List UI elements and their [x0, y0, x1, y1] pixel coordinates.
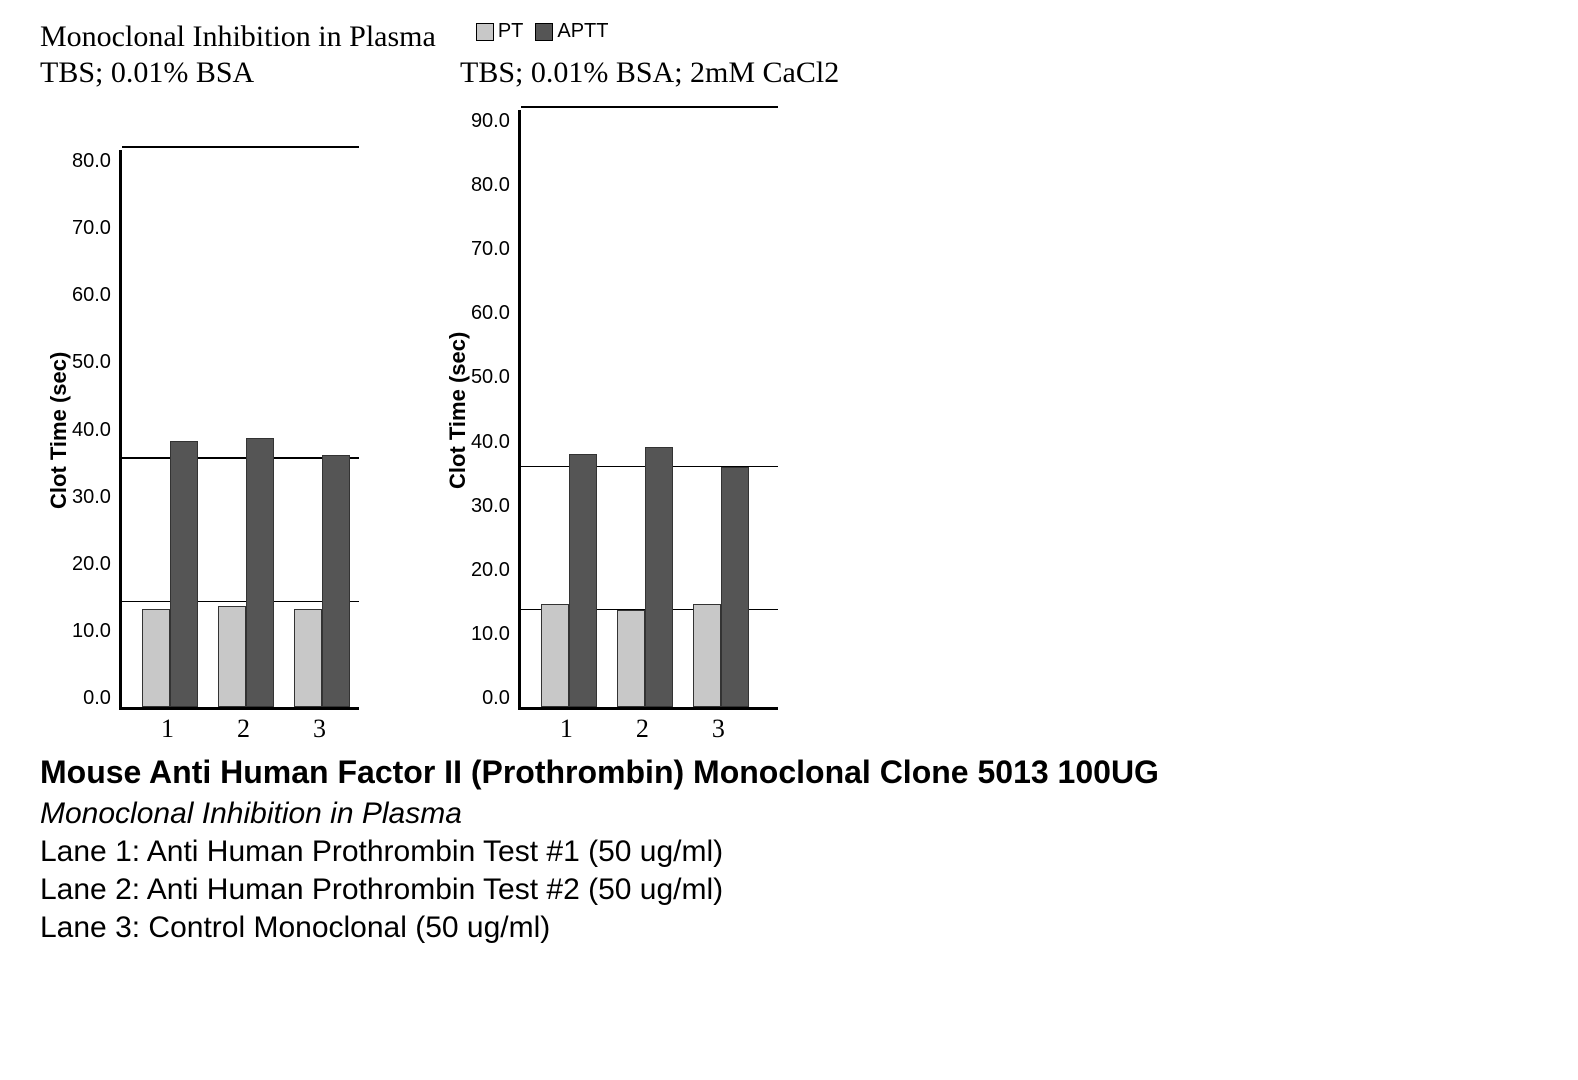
- legend-swatch: [535, 23, 553, 41]
- y-ticks: 80.0 70.0 60.0 50.0 40.0 30.0 20.0 10.0 0.0: [72, 150, 119, 710]
- plot-outer: 1 2 3: [518, 110, 778, 744]
- plot-area: [119, 150, 359, 710]
- figure-title: Monoclonal Inhibition in Plasma: [40, 20, 436, 54]
- y-tick-label: 60.0: [72, 284, 111, 307]
- plot-outer: 1 2 3: [119, 150, 359, 744]
- y-tick-label: 40.0: [471, 431, 510, 454]
- y-tick-label: 90.0: [471, 110, 510, 133]
- y-axis-label: Clot Time (sec): [439, 110, 471, 710]
- y-ticks: 90.0 80.0 70.0 60.0 50.0 40.0 30.0 20.0 10.0 0.0: [471, 110, 518, 710]
- y-tick-label: 10.0: [471, 623, 510, 646]
- subtitle-right: TBS; 0.01% BSA; 2mM CaCl2: [460, 56, 839, 90]
- x-labels: 1 2 3: [518, 714, 778, 744]
- x-tick-label: 2: [636, 714, 649, 744]
- y-tick-label: 60.0: [471, 302, 510, 325]
- y-tick-label: 30.0: [471, 495, 510, 518]
- y-tick-label: 10.0: [72, 620, 111, 643]
- plot-area: [518, 110, 778, 710]
- caption-line: Lane 3: Control Monoclonal (50 ug/ml): [40, 911, 1538, 945]
- x-tick-label: 1: [161, 714, 174, 744]
- bar-pt: [142, 609, 170, 707]
- caption-block: Mouse Anti Human Factor II (Prothrombin)…: [40, 754, 1538, 945]
- bar-aptt: [569, 454, 597, 707]
- y-tick-label: 20.0: [72, 553, 111, 576]
- top-line: [521, 106, 778, 108]
- bar-aptt: [721, 467, 749, 707]
- legend-label: PT: [498, 20, 524, 43]
- y-tick-label: 0.0: [471, 687, 510, 710]
- chart: Clot Time (sec)80.070.060.050.040.030.02…: [40, 150, 359, 744]
- legend-label: APTT: [557, 20, 608, 43]
- y-tick-label: 70.0: [471, 238, 510, 261]
- chart-subtitles: TBS; 0.01% BSA TBS; 0.01% BSA; 2mM CaCl2: [40, 56, 1538, 90]
- bar-aptt: [170, 441, 198, 707]
- bar-aptt: [246, 438, 274, 708]
- bar-pt: [617, 610, 645, 707]
- chart: Clot Time (sec)90.0 80.0 70.0 60.0 50.0 40.0 3…: [439, 110, 778, 744]
- x-tick-label: 3: [712, 714, 725, 744]
- x-labels: 1 2 3: [119, 714, 359, 744]
- y-tick-label: 30.0: [72, 486, 111, 509]
- x-tick-label: 1: [560, 714, 573, 744]
- y-tick-label: 50.0: [471, 366, 510, 389]
- bar-aptt: [322, 455, 350, 707]
- y-tick-label: 20.0: [471, 559, 510, 582]
- bar-pt: [294, 609, 322, 707]
- caption-title: Mouse Anti Human Factor II (Prothrombin)…: [40, 754, 1538, 791]
- caption-line: Lane 2: Anti Human Prothrombin Test #2 (…: [40, 873, 1538, 907]
- legend-item: PT: [476, 20, 524, 43]
- y-tick-label: 50.0: [72, 351, 111, 374]
- y-tick-label: 80.0: [72, 150, 111, 173]
- caption-subtitle: Monoclonal Inhibition in Plasma: [40, 797, 1538, 831]
- x-tick-label: 2: [237, 714, 250, 744]
- bars-layer: [521, 110, 778, 707]
- y-tick-label: 80.0: [471, 174, 510, 197]
- subtitle-left: TBS; 0.01% BSA: [40, 56, 400, 90]
- bars-layer: [122, 150, 359, 707]
- x-tick-label: 3: [313, 714, 326, 744]
- top-line: [122, 146, 359, 148]
- y-tick-label: 70.0: [72, 217, 111, 240]
- bar-pt: [693, 604, 721, 707]
- y-tick-label: 0.0: [72, 687, 111, 710]
- legend: PT APTT: [476, 20, 609, 43]
- bar-aptt: [645, 447, 673, 707]
- header-row: Monoclonal Inhibition in Plasma PT APTT: [40, 20, 1538, 54]
- bar-pt: [541, 604, 569, 707]
- caption-line: Lane 1: Anti Human Prothrombin Test #1 (…: [40, 835, 1538, 869]
- y-tick-label: 40.0: [72, 419, 111, 442]
- legend-item: APTT: [535, 20, 608, 43]
- charts-row: Clot Time (sec)80.070.060.050.040.030.02…: [40, 110, 1538, 744]
- legend-swatch: [476, 23, 494, 41]
- y-axis-label: Clot Time (sec): [40, 150, 72, 710]
- bar-pt: [218, 606, 246, 708]
